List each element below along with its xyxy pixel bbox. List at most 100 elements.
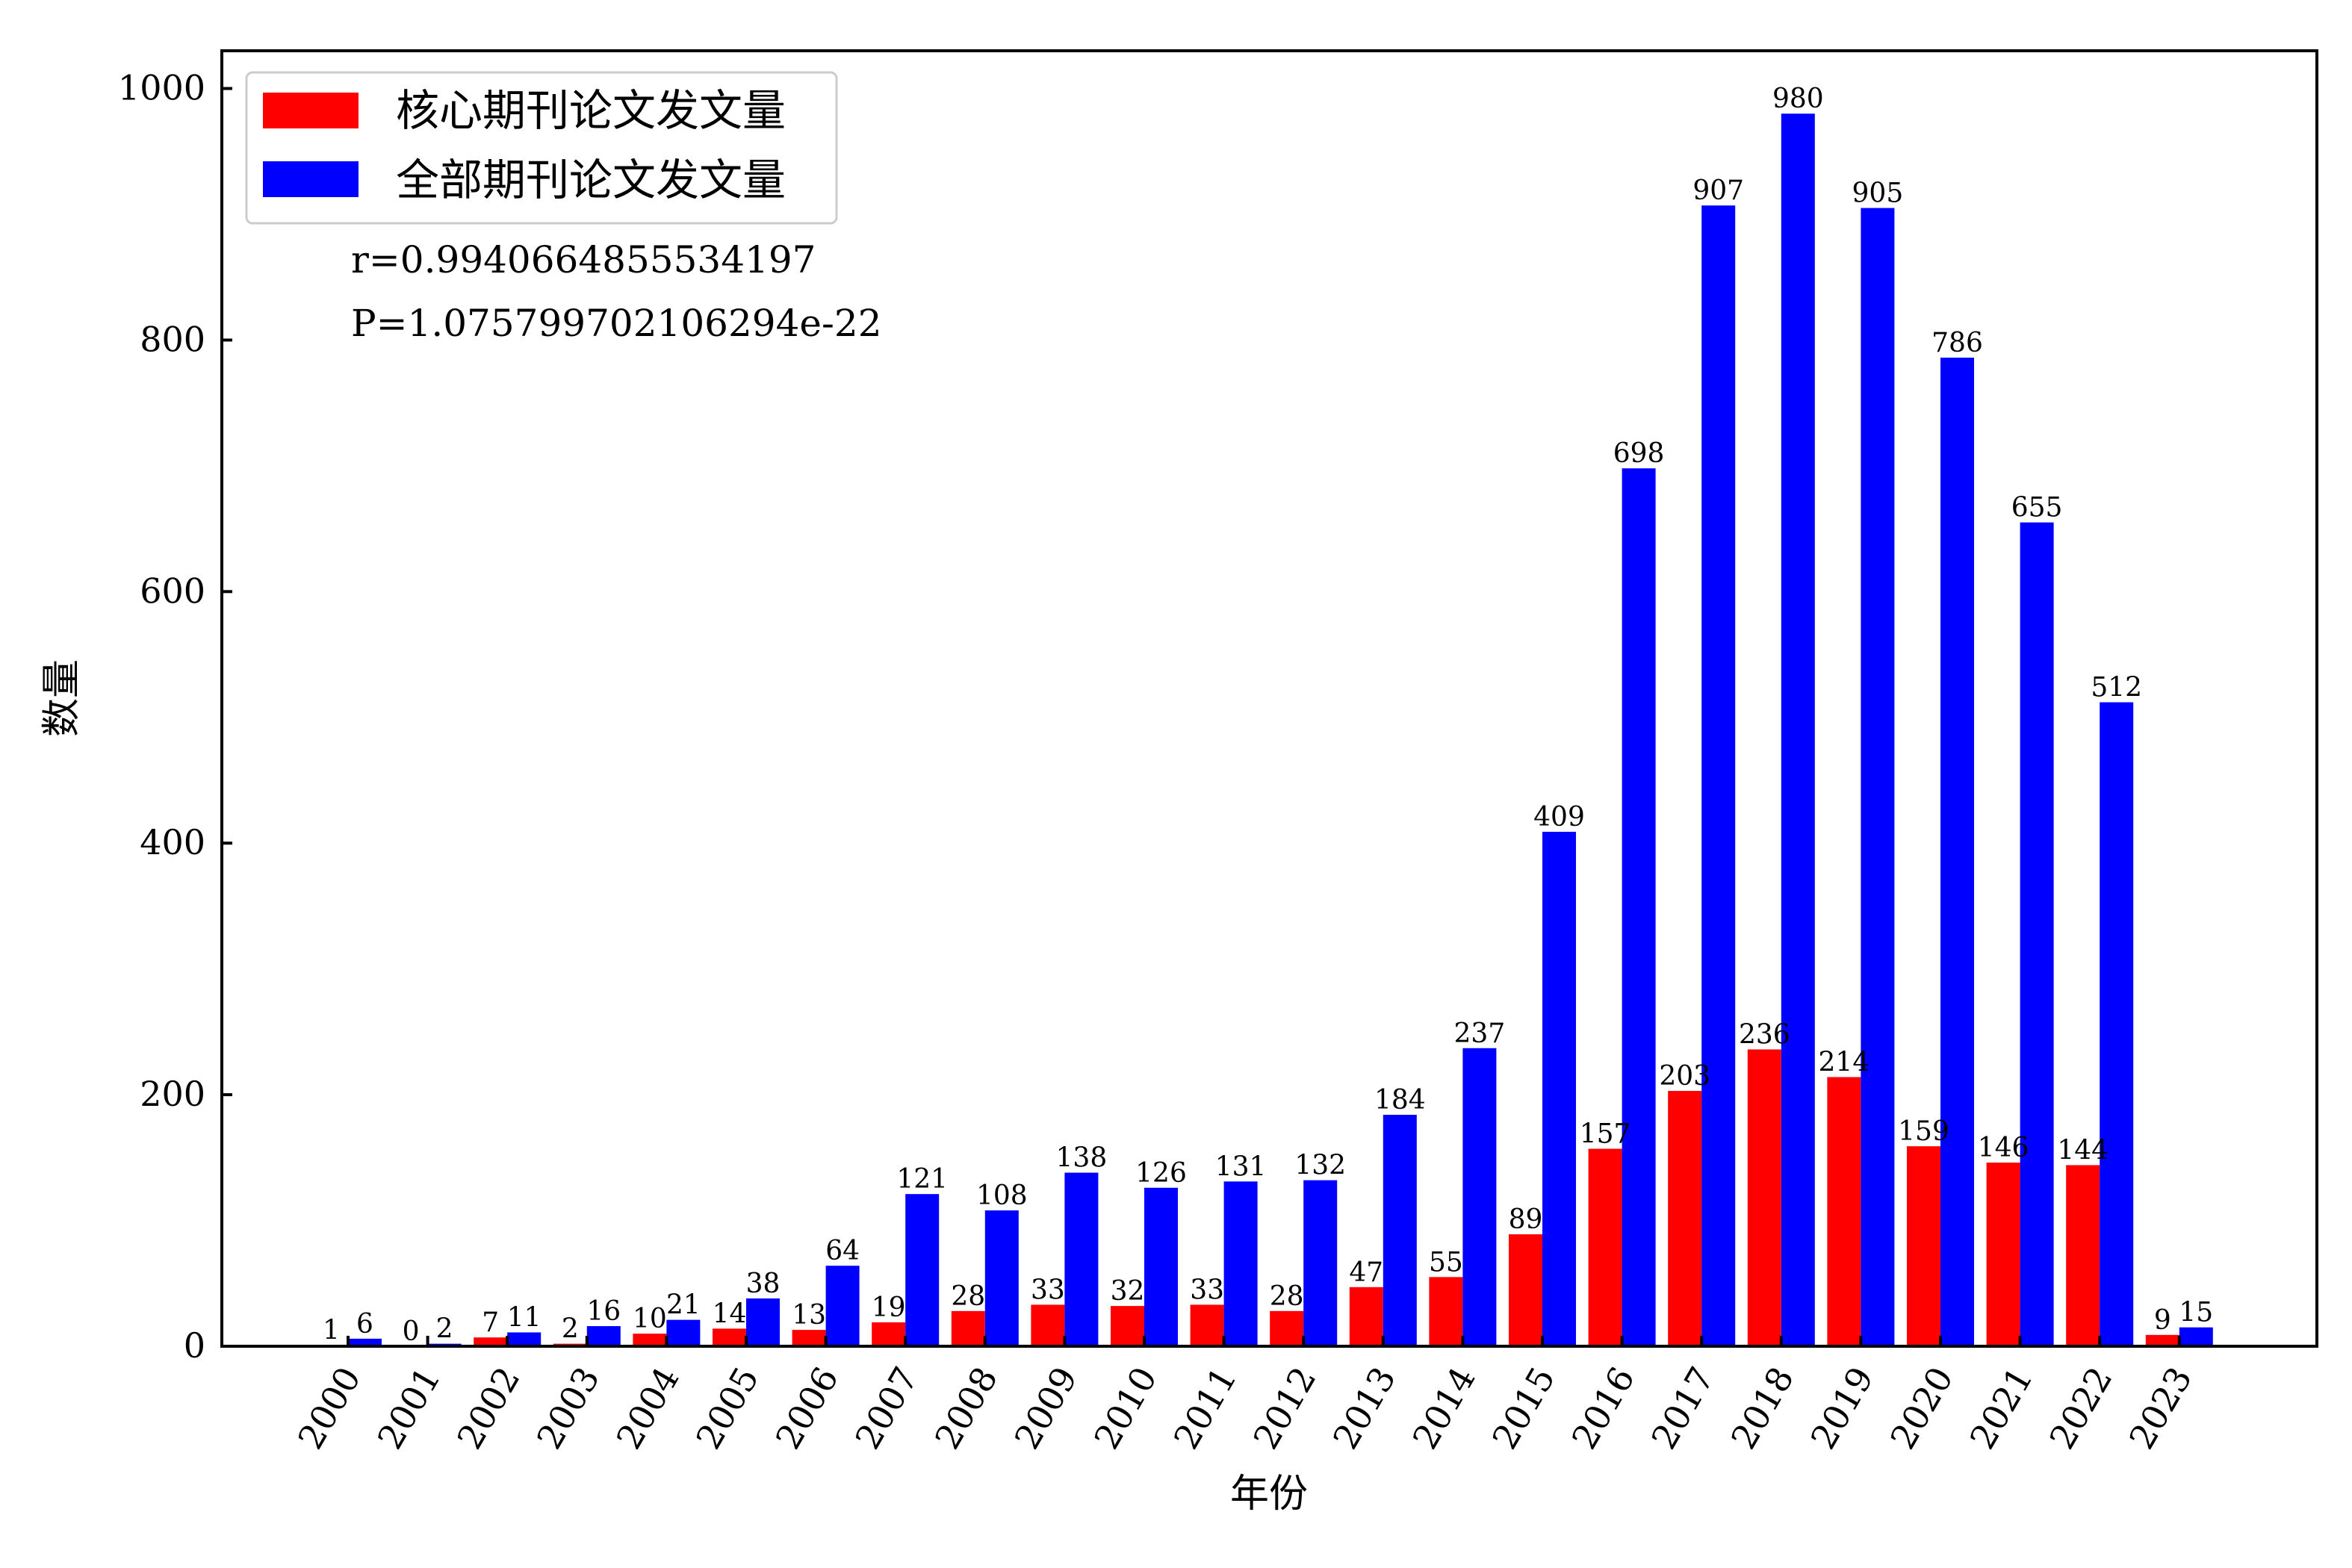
bar-label-all-2018: 980: [1772, 84, 1824, 114]
bar-all-2019: [1861, 208, 1895, 1347]
bar-label-core-2020: 159: [1898, 1116, 1949, 1147]
bar-label-all-2020: 786: [1931, 328, 1983, 358]
y-tick-label-600: 600: [140, 570, 205, 611]
bar-label-core-2016: 157: [1580, 1119, 1631, 1150]
bar-core-2010: [1111, 1306, 1144, 1346]
bar-all-2021: [2020, 522, 2054, 1346]
bar-all-2018: [1781, 113, 1815, 1347]
legend-swatch-all: [263, 161, 359, 197]
bar-all-2004: [666, 1319, 701, 1346]
series-all-bars: [348, 113, 2213, 1347]
bar-label-core-2014: 55: [1429, 1247, 1463, 1278]
bar-label-all-2022: 512: [2091, 673, 2142, 703]
p-value-annotation: P=1.075799702106294e-22: [351, 302, 882, 345]
x-axis-title: 年份: [1230, 1472, 1308, 1516]
bar-label-all-2019: 905: [1852, 178, 1904, 209]
bar-label-core-2015: 89: [1509, 1204, 1543, 1235]
bar-core-2004: [633, 1334, 667, 1346]
bar-label-all-2021: 655: [2011, 493, 2063, 523]
bar-label-core-2021: 146: [1978, 1133, 2029, 1163]
bar-label-all-2001: 2: [436, 1314, 453, 1345]
correlation-r-annotation: r=0.9940664855534197: [351, 238, 816, 281]
bar-core-2006: [792, 1330, 826, 1346]
bar-label-core-2017: 203: [1659, 1061, 1710, 1092]
bar-all-2016: [1622, 468, 1656, 1347]
bar-label-core-2006: 13: [792, 1300, 826, 1331]
bar-all-2007: [905, 1194, 940, 1346]
bar-label-core-2009: 33: [1031, 1275, 1065, 1305]
bar-core-2017: [1668, 1091, 1702, 1346]
bar-core-2012: [1270, 1310, 1304, 1346]
bar-label-all-2003: 16: [586, 1296, 621, 1327]
bar-all-2000: [348, 1338, 382, 1346]
bar-label-core-2019: 214: [1819, 1048, 1870, 1078]
bar-label-all-2014: 237: [1454, 1018, 1506, 1049]
bar-label-all-2017: 907: [1692, 175, 1744, 206]
bar-label-core-2001: 0: [403, 1316, 420, 1347]
bar-label-core-2013: 47: [1349, 1257, 1383, 1288]
bar-all-2012: [1303, 1180, 1338, 1346]
bar-core-2014: [1429, 1277, 1463, 1346]
bar-core-2022: [2066, 1165, 2100, 1346]
bar-label-core-2012: 28: [1270, 1281, 1304, 1312]
bar-core-2020: [1907, 1146, 1940, 1346]
legend-swatch-core: [263, 93, 359, 128]
bar-label-core-2011: 33: [1190, 1275, 1224, 1305]
bar-all-2005: [746, 1298, 780, 1346]
bar-all-2006: [825, 1266, 860, 1346]
y-axis: 0 200 400 600 800 1000: [118, 68, 232, 1366]
bar-label-all-2002: 11: [507, 1302, 542, 1333]
bar-all-2023: [2179, 1327, 2213, 1346]
legend-label-all: 全部期刊论文发文量: [396, 155, 786, 205]
bar-core-2008: [951, 1310, 985, 1346]
bar-label-all-2012: 132: [1294, 1151, 1346, 1181]
bar-label-all-2010: 126: [1135, 1158, 1187, 1189]
bar-label-core-2008: 28: [951, 1281, 985, 1312]
bar-label-core-2010: 32: [1111, 1276, 1145, 1307]
bar-label-core-2000: 1: [323, 1315, 340, 1345]
bar-label-core-2018: 236: [1739, 1019, 1790, 1050]
y-tick-label-800: 800: [140, 319, 205, 359]
bar-all-2022: [2100, 702, 2134, 1346]
bar-all-2014: [1462, 1048, 1497, 1346]
bar-label-core-2003: 2: [562, 1314, 579, 1345]
bar-label-all-2009: 138: [1056, 1143, 1108, 1174]
plot-frame: [220, 49, 2318, 1348]
bar-label-all-2023: 15: [2179, 1298, 2213, 1328]
bar-label-all-2006: 64: [825, 1236, 860, 1266]
bar-core-2023: [2145, 1334, 2179, 1346]
bar-all-2011: [1223, 1181, 1258, 1346]
y-tick-label-200: 200: [140, 1074, 205, 1114]
bar-all-2003: [586, 1326, 621, 1346]
bar-label-core-2002: 7: [482, 1307, 499, 1338]
bar-all-2013: [1383, 1115, 1417, 1346]
bar-label-all-2008: 108: [976, 1180, 1028, 1211]
bar-label-all-2005: 38: [746, 1269, 781, 1299]
bar-all-2002: [507, 1332, 542, 1346]
bar-core-2013: [1349, 1287, 1383, 1346]
y-tick-label-1000: 1000: [118, 68, 205, 108]
bar-all-2020: [1940, 358, 1974, 1346]
bar-core-2019: [1827, 1077, 1861, 1346]
bar-label-core-2023: 9: [2154, 1305, 2171, 1336]
y-axis-title: 数量: [40, 659, 84, 737]
bar-label-all-2013: 184: [1374, 1085, 1426, 1116]
bar-core-2016: [1588, 1148, 1622, 1346]
bar-core-2009: [1031, 1304, 1065, 1346]
bar-all-2009: [1064, 1172, 1099, 1346]
bar-label-core-2004: 10: [633, 1304, 667, 1334]
bar-label-core-2007: 19: [872, 1292, 906, 1323]
bar-core-2018: [1747, 1049, 1781, 1346]
bar-labels: 1 6 0 2 7 11 216 10 21 14381364191212810833138321…: [323, 84, 2213, 1347]
bar-label-all-2004: 21: [666, 1290, 701, 1321]
y-tick-label-0: 0: [184, 1325, 205, 1366]
bar-label-all-2007: 121: [896, 1164, 948, 1195]
bar-label-all-2011: 131: [1215, 1151, 1267, 1182]
bar-core-2002: [474, 1337, 508, 1346]
bar-label-core-2005: 14: [713, 1298, 747, 1329]
bar-label-all-2000: 6: [356, 1309, 373, 1340]
bar-label-all-2016: 698: [1613, 438, 1665, 469]
bar-all-2008: [984, 1210, 1019, 1346]
bar-core-2021: [1986, 1163, 2020, 1346]
